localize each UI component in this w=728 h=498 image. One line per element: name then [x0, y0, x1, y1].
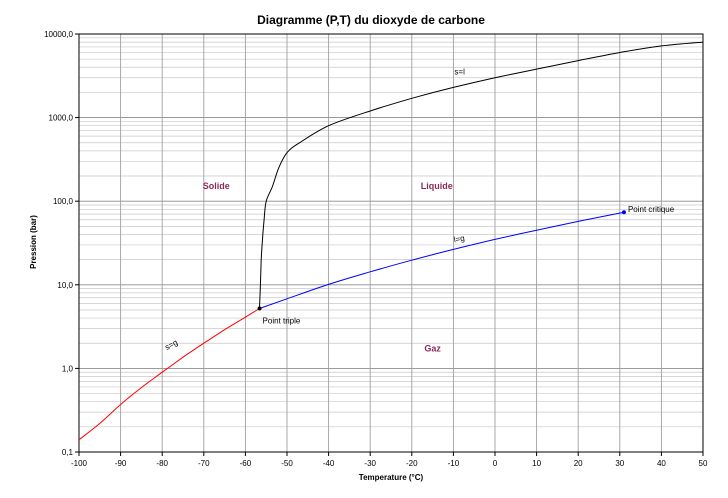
y-tick-label: 0,1 — [62, 448, 74, 457]
point-triple-label: Point triple — [263, 317, 301, 326]
series-line-l=g — [259, 211, 625, 309]
x-tick-label: -30 — [364, 459, 376, 468]
curve-label-s=g: s=g — [164, 338, 180, 352]
curve-label-l=g: l=g — [453, 234, 465, 245]
plot-frame — [78, 33, 704, 453]
x-tick-label: -50 — [281, 459, 293, 468]
y-tick-labels: 0,1 1,0 10,0 100,0 1000,0 10000,0 — [44, 30, 79, 457]
region-labels: Solide Liquide Gaz — [203, 181, 453, 353]
x-tick-label: -70 — [198, 459, 210, 468]
x-tick-label: -60 — [240, 459, 252, 468]
x-tick-label: 20 — [574, 459, 583, 468]
x-tick-labels: -100 -90 -80 -70 -60 -50 -40 -30 -20 -10 0 10 20 30 40… — [71, 452, 708, 468]
region-label-liquide: Liquide — [421, 181, 453, 191]
series-line-s=g — [78, 308, 260, 441]
x-tick-label: -20 — [406, 459, 418, 468]
x-tick-label: 40 — [657, 459, 666, 468]
x-tick-label: -100 — [71, 459, 88, 468]
points-layer: Point triple Point critique — [257, 205, 675, 326]
x-tick-label: -10 — [448, 459, 460, 468]
y-tick-label: 10000,0 — [44, 30, 73, 39]
y-tick-label: 1000,0 — [49, 114, 74, 123]
data-point-critique — [621, 210, 626, 215]
major-grid — [78, 33, 704, 453]
data-point-triple — [257, 306, 262, 311]
x-tick-label: -80 — [156, 459, 168, 468]
minor-grid — [79, 37, 703, 428]
x-tick-label: 30 — [615, 459, 624, 468]
series-line-s=l — [259, 41, 704, 309]
x-tick-label: -90 — [115, 459, 127, 468]
x-tick-label: 10 — [532, 459, 541, 468]
x-axis-label: Temperature (°C) — [359, 473, 424, 482]
region-label-solide: Solide — [203, 181, 230, 191]
curve-label-s=l: s=l — [454, 67, 465, 76]
y-tick-label: 10,0 — [57, 281, 73, 290]
y-tick-label: 100,0 — [53, 197, 74, 206]
series-layer — [78, 41, 704, 441]
chart-title: Diagramme (P,T) du dioxyde de carbone — [257, 13, 485, 27]
y-tick-label: 1,0 — [62, 364, 74, 373]
point-critique-label: Point critique — [628, 205, 675, 214]
region-label-gaz: Gaz — [424, 343, 441, 353]
x-tick-label: -40 — [323, 459, 335, 468]
x-tick-label: 0 — [493, 459, 498, 468]
x-tick-label: 50 — [699, 459, 708, 468]
y-axis-label: Pression (bar) — [29, 215, 38, 269]
